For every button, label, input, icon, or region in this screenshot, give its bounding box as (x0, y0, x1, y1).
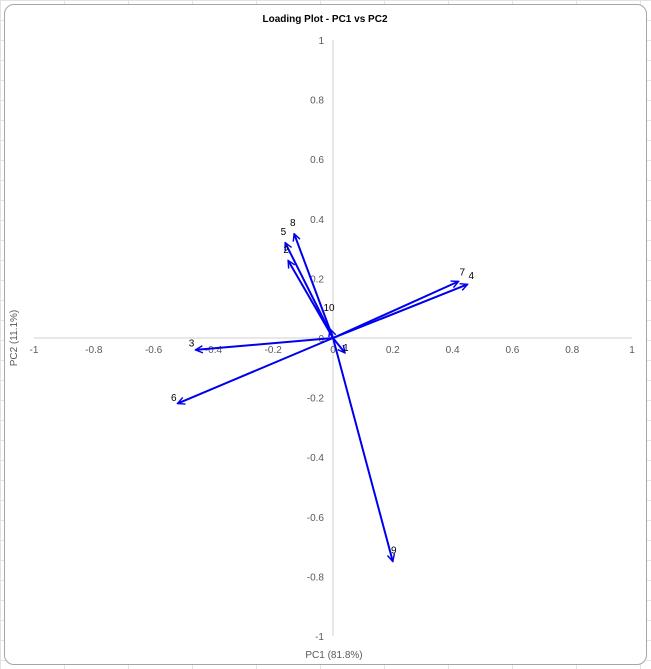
loading-vector-5 (284, 243, 334, 339)
y-tick-label: -0.6 (307, 513, 325, 524)
vector-label-7: 7 (459, 268, 465, 279)
x-tick-label: 0.2 (386, 345, 400, 356)
x-tick-label: -0.8 (85, 345, 103, 356)
loading-vector-1 (332, 337, 345, 353)
chart-title: Loading Plot - PC1 vs PC2 (262, 14, 387, 25)
y-tick-label: 1 (318, 36, 324, 47)
x-tick-label: 0 (330, 345, 336, 356)
vector-labels: 1 2 3 4 5 6 7 8 9 10 (171, 218, 474, 557)
loading-vector-6 (178, 337, 334, 404)
vector-label-1: 1 (343, 343, 349, 354)
x-tick-label: 1 (629, 345, 635, 356)
y-tick-label: 0.4 (310, 215, 324, 226)
vector-label-4: 4 (468, 271, 474, 282)
vector-label-6: 6 (171, 393, 177, 404)
loading-vector-3 (195, 337, 334, 350)
y-tick-label: -0.4 (307, 453, 325, 464)
vector-label-8: 8 (290, 218, 296, 229)
vector-label-3: 3 (189, 338, 195, 349)
y-tick-label: -1 (315, 632, 324, 643)
x-tick-labels: -1 -0.8 -0.6 -0.4 -0.2 0 0.2 0.4 0.6 0.8 1 (30, 345, 636, 356)
chart-area[interactable] (4, 4, 647, 665)
x-tick-label: -0.2 (265, 345, 283, 356)
x-tick-label: -0.6 (145, 345, 163, 356)
loading-vectors (178, 234, 468, 562)
x-axis-title: PC1 (81.8%) (305, 650, 362, 661)
x-tick-label: 0.8 (565, 345, 579, 356)
loading-vector-7 (332, 281, 459, 339)
y-tick-label: -0.2 (307, 394, 325, 405)
y-tick-label: -0.8 (307, 572, 325, 583)
y-tick-labels: 10.80.60.40.20-0.2-0.4-0.6-0.8-1 (307, 36, 325, 643)
vector-label-2: 2 (283, 245, 289, 256)
loading-vector-9 (332, 337, 393, 562)
loading-vector-10 (330, 329, 333, 339)
vector-label-10: 10 (323, 303, 335, 314)
x-tick-label: -0.4 (205, 345, 223, 356)
vector-label-5: 5 (281, 227, 287, 238)
loading-vector-4 (332, 284, 468, 339)
y-tick-label: 0.8 (310, 96, 324, 107)
y-tick-label: 0.2 (310, 274, 324, 285)
x-tick-label: 0.4 (446, 345, 460, 356)
vector-label-9: 9 (391, 546, 397, 557)
x-tick-label: 0.6 (505, 345, 519, 356)
x-tick-label: -1 (30, 345, 39, 356)
y-axis-title: PC2 (11.1%) (9, 310, 20, 367)
loading-vector-8 (294, 234, 334, 339)
y-tick-label: 0.6 (310, 155, 324, 166)
